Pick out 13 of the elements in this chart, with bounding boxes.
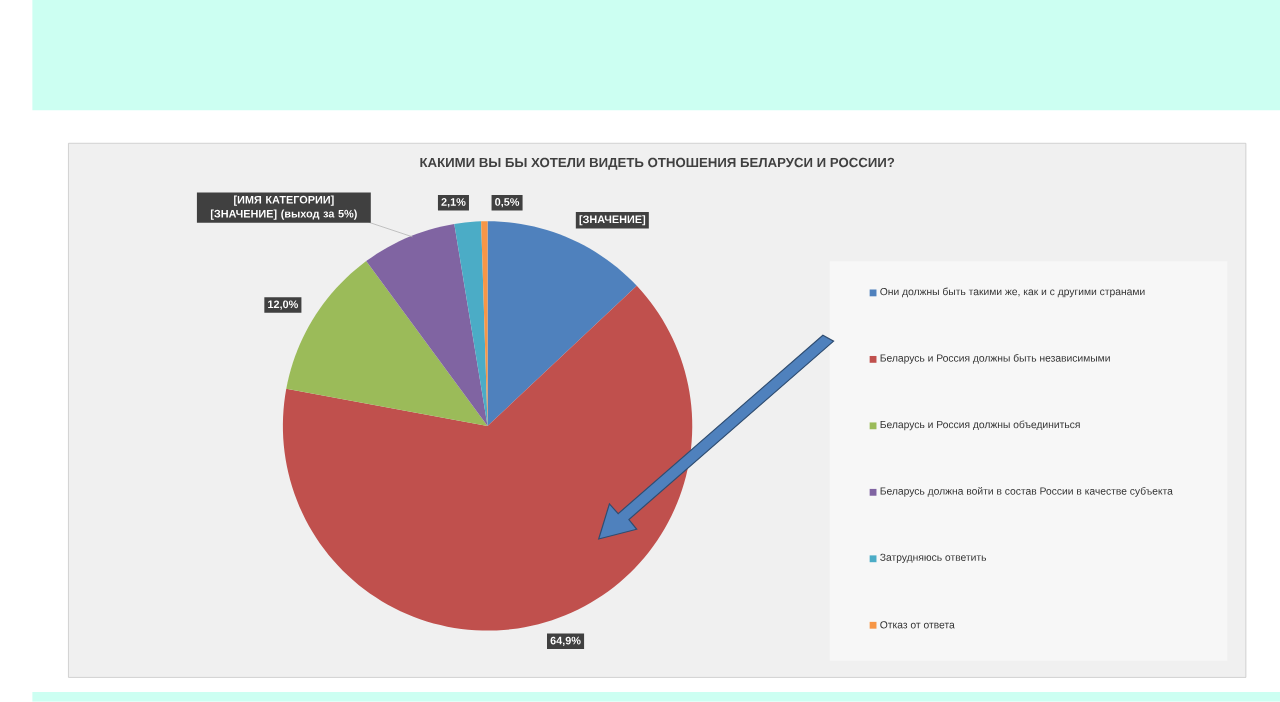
legend-label: Беларусь и Россия должны объединиться	[880, 420, 1080, 431]
data-label: [ЗНАЧЕНИЕ]	[579, 215, 646, 226]
data-label: 2,1%	[441, 198, 466, 208]
data-label: 12,0%	[268, 300, 299, 310]
legend-label: Беларусь должна войти в состав России в качестве субъекта	[880, 487, 1173, 497]
data-label: 0,5%	[495, 198, 520, 208]
legend-label: Отказ от ответа	[880, 621, 955, 629]
chart-title: КАКИМИ ВЫ БЫ ХОТЕЛИ ВИДЕТЬ ОТНОШЕНИЯ БЕЛАРУСИ И РОССИИ?	[420, 157, 895, 170]
data-label: 64,9%	[550, 636, 581, 647]
data-label: [ИМЯ КАТЕГОРИИ] [ЗНАЧЕНИЕ] (выход за 5%)	[210, 195, 357, 220]
legend-label: Затрудняюсь ответить	[880, 553, 987, 564]
legend-label: Они должны быть такими же, как и с другими странами	[880, 287, 1145, 298]
legend-label: Беларусь и Россия должны быть независимыми	[880, 354, 1110, 364]
